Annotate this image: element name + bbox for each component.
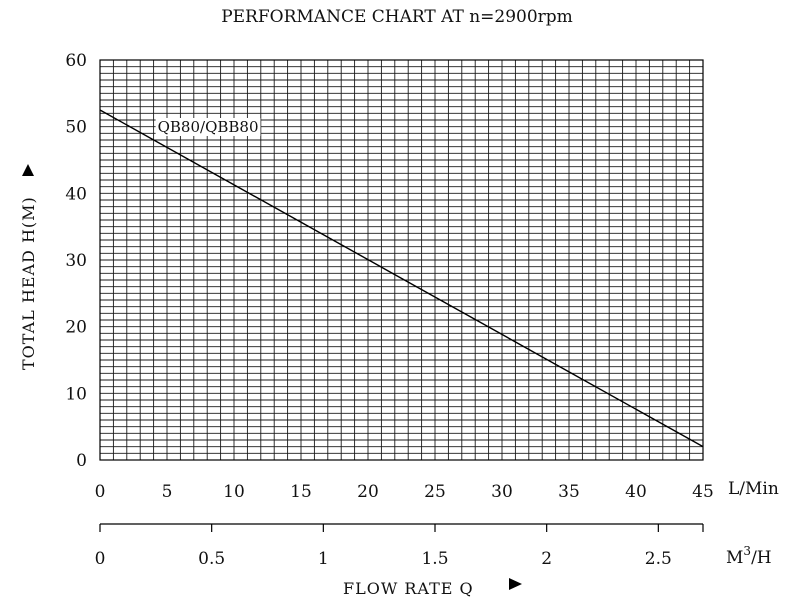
series-label-background [155,118,261,136]
x-axis-ticks: 0 5 10 15 20 25 30 35 40 45 [95,482,714,502]
series-label: QB80/QBB80 [158,118,259,136]
x-tick-label: 45 [692,482,714,502]
series-group: QB80/QBB80 [99,109,704,448]
series-line [99,109,704,448]
y-axis-arrow-icon [22,164,34,176]
x-tick-label: 40 [625,482,647,502]
x-tick-label: 25 [424,482,446,502]
x-axis-label: FLOW RATE Q [343,579,474,598]
x-tick-label: 30 [491,482,513,502]
y-tick-label: 20 [65,318,87,338]
y-tick-label: 60 [65,51,87,71]
y-tick-label: 30 [65,251,87,271]
y-axis-ticks: 0 10 20 30 40 50 60 [65,51,87,471]
secondary-x-axis: 0 0.5 1 1.5 2 2.5 [95,523,704,569]
x-tick-label: 20 [357,482,379,502]
y-axis-label: TOTAL HEAD H(M) [19,196,38,370]
secondary-axis-tick-label: 1.5 [421,549,448,569]
secondary-axis-tick-label: 2 [541,549,552,569]
x-tick-label: 0 [95,482,106,502]
secondary-axis-tick-label: 0.5 [198,549,225,569]
x-axis-arrow-icon [509,578,522,590]
x2-unit-base: M [726,548,743,568]
y-tick-label: 50 [65,118,87,138]
y-tick-label: 0 [76,451,87,471]
x-tick-label: 35 [558,482,580,502]
y-tick-label: 40 [65,184,87,204]
y-tick-label: 10 [65,384,87,404]
x-tick-label: 5 [162,482,173,502]
x-axis-unit: L/Min [728,479,779,499]
secondary-axis-tick-label: 1 [318,549,329,569]
x-tick-label: 15 [290,482,312,502]
secondary-axis-tick-label: 0 [95,549,106,569]
secondary-axis-tick-label: 2.5 [645,549,672,569]
secondary-x-axis-unit: M3/H [726,544,772,568]
x-tick-label: 10 [223,482,245,502]
x2-unit-superscript: 3 [743,544,751,558]
plot-frame [99,59,704,461]
x2-unit-tail: /H [751,548,772,568]
chart-title: PERFORMANCE CHART AT n=2900rpm [221,7,573,27]
